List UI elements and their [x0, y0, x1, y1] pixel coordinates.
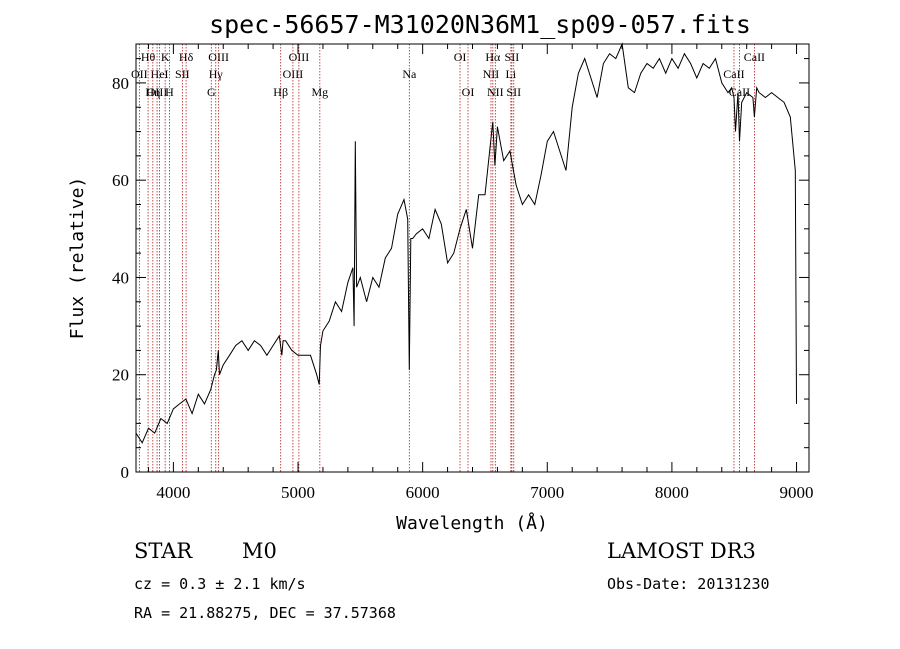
line-markers: Hθ OII OIII K H HeI Hη Hδ SII OIII Hγ G OIII OIII Hβ Mg…: [131, 44, 765, 472]
x-tick-label: 8000: [655, 483, 689, 502]
line-label: OIII: [147, 85, 168, 99]
line-label: Hθ: [141, 50, 156, 64]
line-label: Mg: [311, 85, 328, 99]
line-label: OI: [454, 50, 467, 64]
line-label: CaII: [744, 50, 765, 64]
line-label: SII: [175, 67, 190, 81]
line-label: OI: [462, 85, 475, 99]
y-tick-label: 40: [112, 268, 129, 287]
line-label: HeI: [151, 67, 169, 81]
line-label: Hα: [485, 50, 501, 64]
coordinates: RA = 21.88275, DEC = 37.57368: [134, 604, 396, 622]
line-label: K: [161, 50, 170, 64]
line-label: Li: [506, 67, 517, 81]
y-tick-label: 60: [112, 171, 129, 190]
x-axis-label: Wavelength (Å): [396, 512, 548, 534]
object-subclass: M0: [242, 539, 277, 563]
x-tick-label: 4000: [156, 483, 190, 502]
y-axis-label: Flux (relative): [67, 177, 88, 340]
spectrum-line: [135, 42, 797, 444]
line-label: Na: [402, 67, 417, 81]
x-tick-label: 6000: [406, 483, 440, 502]
chart-title: spec-56657-M31020N36M1_sp09-057.fits: [209, 10, 751, 39]
y-tick-label: 20: [112, 366, 129, 385]
line-label: OIII: [283, 67, 304, 81]
y-tick-label: 80: [112, 74, 129, 93]
line-label: SII: [505, 50, 520, 64]
x-tick-label: 5000: [281, 483, 315, 502]
spectrum-chart: spec-56657-M31020N36M1_sp09-057.fits Hθ O…: [67, 10, 814, 534]
axis-ticks: 4000 5000 6000 7000 8000 9000 0 20 40 60 80: [112, 44, 814, 502]
x-tick-label: 9000: [780, 483, 814, 502]
plot-frame: [135, 43, 810, 473]
line-label: NII: [487, 85, 504, 99]
redshift-text: cz = 0.3 ± 2.1 km/s: [134, 575, 306, 593]
survey-name: LAMOST DR3: [607, 539, 756, 563]
line-label: OII: [131, 67, 148, 81]
line-label: OIII: [208, 50, 229, 64]
line-label: H: [165, 85, 174, 99]
line-label: CaII: [723, 67, 744, 81]
line-label: Hη: [145, 85, 160, 99]
line-label: SII: [506, 85, 521, 99]
obs-date: Obs-Date: 20131230: [607, 575, 770, 593]
line-label: Hδ: [179, 50, 194, 64]
line-label: Hβ: [273, 85, 288, 99]
line-label: NII: [483, 67, 500, 81]
line-label: Hγ: [209, 67, 224, 81]
y-tick-label: 0: [121, 463, 130, 482]
line-label: OIII: [289, 50, 310, 64]
object-class: STAR: [134, 539, 193, 563]
line-label: G: [207, 85, 216, 99]
x-tick-label: 7000: [530, 483, 564, 502]
